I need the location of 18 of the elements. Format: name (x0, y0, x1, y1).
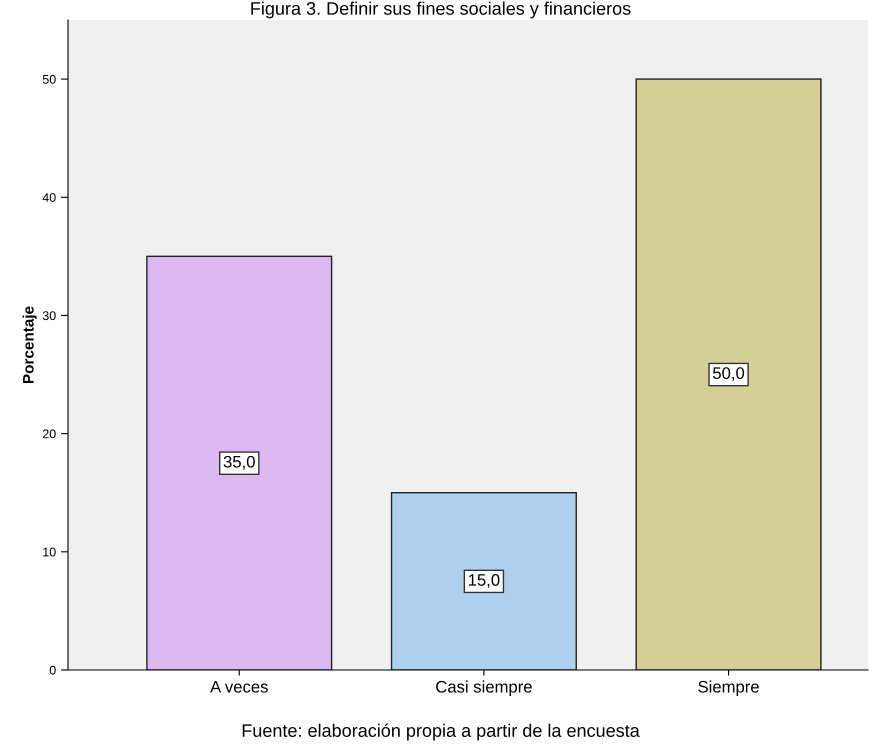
data-label: 50,0 (713, 367, 744, 381)
y-axis-title: Porcentaje (22, 306, 37, 384)
x-tick-label: Casi siempre (436, 680, 532, 696)
data-label: 35,0 (224, 456, 255, 470)
chart-title: Figura 3. Definir sus fines sociales y financieros (251, 2, 631, 18)
y-tick-label: 0 (50, 666, 56, 675)
y-tick-label: 30 (42, 311, 56, 320)
bar (146, 256, 332, 670)
y-tick-label: 20 (42, 429, 56, 438)
y-tick-label: 40 (42, 193, 56, 202)
bar (636, 78, 822, 670)
y-tick-label: 50 (42, 74, 56, 84)
x-tick-label: A veces (210, 681, 268, 693)
data-label: 15,0 (468, 574, 500, 588)
y-tick-label: 10 (43, 548, 56, 556)
bar (390, 492, 577, 670)
x-tick-label: Siempre (698, 680, 759, 696)
source-note: Fuente: elaboración propia a partir de la encuesta (242, 723, 640, 741)
